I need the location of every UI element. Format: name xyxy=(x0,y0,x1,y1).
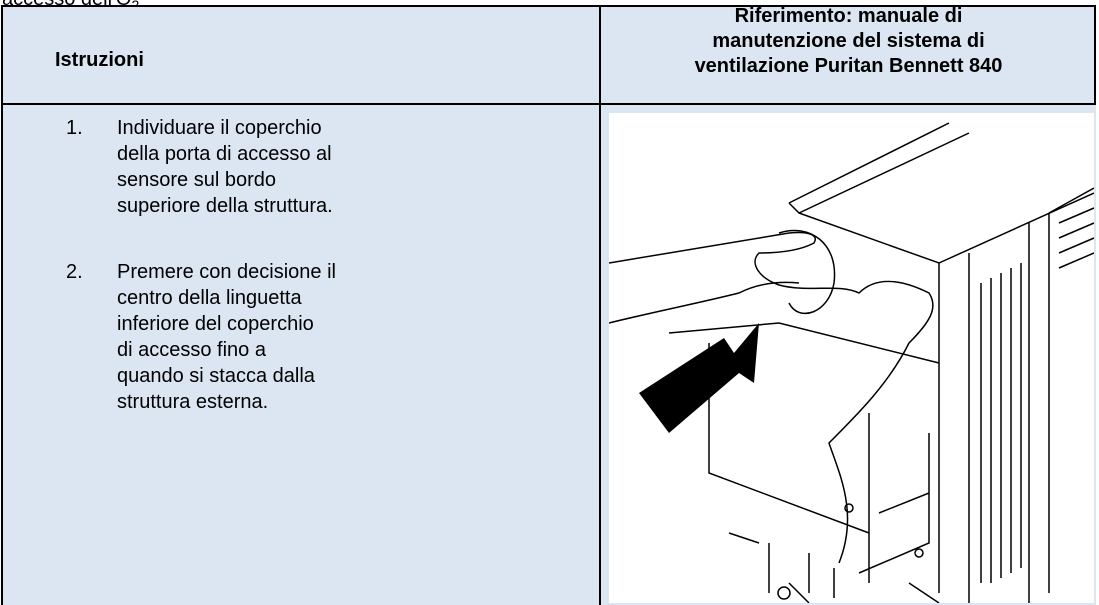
step-line: struttura esterna. xyxy=(117,391,269,413)
header-line: ventilazione Puritan Bennett 840 xyxy=(694,55,1003,77)
step-number: 2. xyxy=(66,261,83,283)
table: Istruzioni Riferimento: manuale di manut… xyxy=(1,5,1096,605)
step-line: inferiore del coperchio xyxy=(117,313,314,335)
step-text: Individuare il coperchio della porta di a… xyxy=(117,115,333,219)
step-text: Premere con decisione il centro della lin… xyxy=(117,259,336,415)
header-line: manutenzione del sistema di xyxy=(712,30,985,52)
header-left: Istruzioni xyxy=(55,49,144,71)
step-line: quando si stacca dalla xyxy=(117,365,315,387)
header-right: Riferimento: manuale di manutenzione del… xyxy=(599,5,1096,103)
illustration xyxy=(609,113,1094,603)
image-cell xyxy=(599,105,1096,605)
step-line: della porta di accesso al xyxy=(117,143,332,165)
step-line: Premere con decisione il xyxy=(117,261,336,283)
step-line: centro della linguetta xyxy=(117,287,302,309)
step-line: di accesso fino a xyxy=(117,339,266,361)
header-row: Istruzioni Riferimento: manuale di manut… xyxy=(3,5,1096,105)
step-line: superiore della struttura. xyxy=(117,195,333,217)
step-line: sensore sul bordo xyxy=(117,169,276,191)
step-number: 1. xyxy=(66,117,83,139)
header-line: Riferimento: manuale di xyxy=(734,5,963,27)
step-line: Individuare il coperchio xyxy=(117,117,322,139)
steps-cell: 1. Individuare il coperchio della porta di… xyxy=(3,105,599,605)
